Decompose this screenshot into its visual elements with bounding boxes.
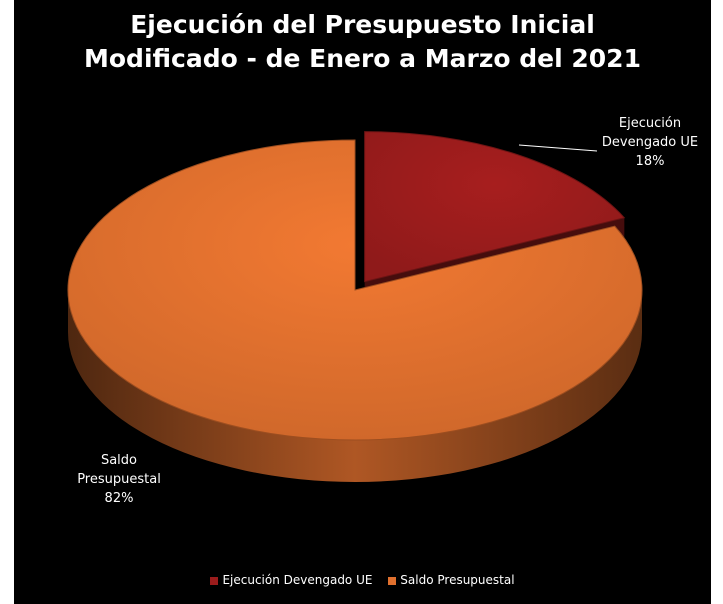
chart-frame: Ejecución del Presupuesto Inicial Modifi…: [14, 0, 711, 604]
data-label-ejecucion-line-1: Ejecución: [618, 116, 682, 131]
legend-label-ejecucion: Ejecución Devengado UE: [222, 573, 373, 587]
pie-side-1-0: [68, 290, 642, 482]
pie-slice-saldo-presupuestal: [67, 139, 643, 441]
data-label-ejecucion: Ejecución Devengado UE 18%: [580, 114, 720, 171]
data-label-ejecucion-line-2: Devengado UE: [601, 135, 699, 150]
legend-swatch-ejecucion: [210, 576, 219, 585]
chart-title-line-1: Ejecución del Presupuesto Inicial: [130, 10, 595, 39]
pie-chart: [67, 131, 643, 482]
leader-line-ejecucion: [518, 144, 598, 152]
data-label-saldo-value: 82%: [104, 491, 134, 506]
legend: Ejecución Devengado UE Saldo Presupuesta…: [14, 573, 711, 587]
data-label-saldo-line-1: Saldo: [100, 453, 138, 468]
chart-title-line-2: Modificado - de Enero a Marzo del 2021: [84, 44, 641, 73]
pie-slice-ejecuci-n-devengado-ue: [364, 131, 626, 283]
legend-swatch-saldo: [388, 576, 397, 585]
legend-item-ejecucion: Ejecución Devengado UE: [210, 573, 372, 587]
legend-item-saldo: Saldo Presupuestal: [388, 573, 515, 587]
data-label-saldo: Saldo Presupuestal 82%: [64, 451, 174, 508]
data-label-saldo-line-2: Presupuestal: [77, 472, 161, 487]
legend-label-saldo: Saldo Presupuestal: [400, 573, 515, 587]
chart-title: Ejecución del Presupuesto Inicial Modifi…: [14, 8, 711, 76]
data-label-ejecucion-value: 18%: [635, 154, 665, 169]
